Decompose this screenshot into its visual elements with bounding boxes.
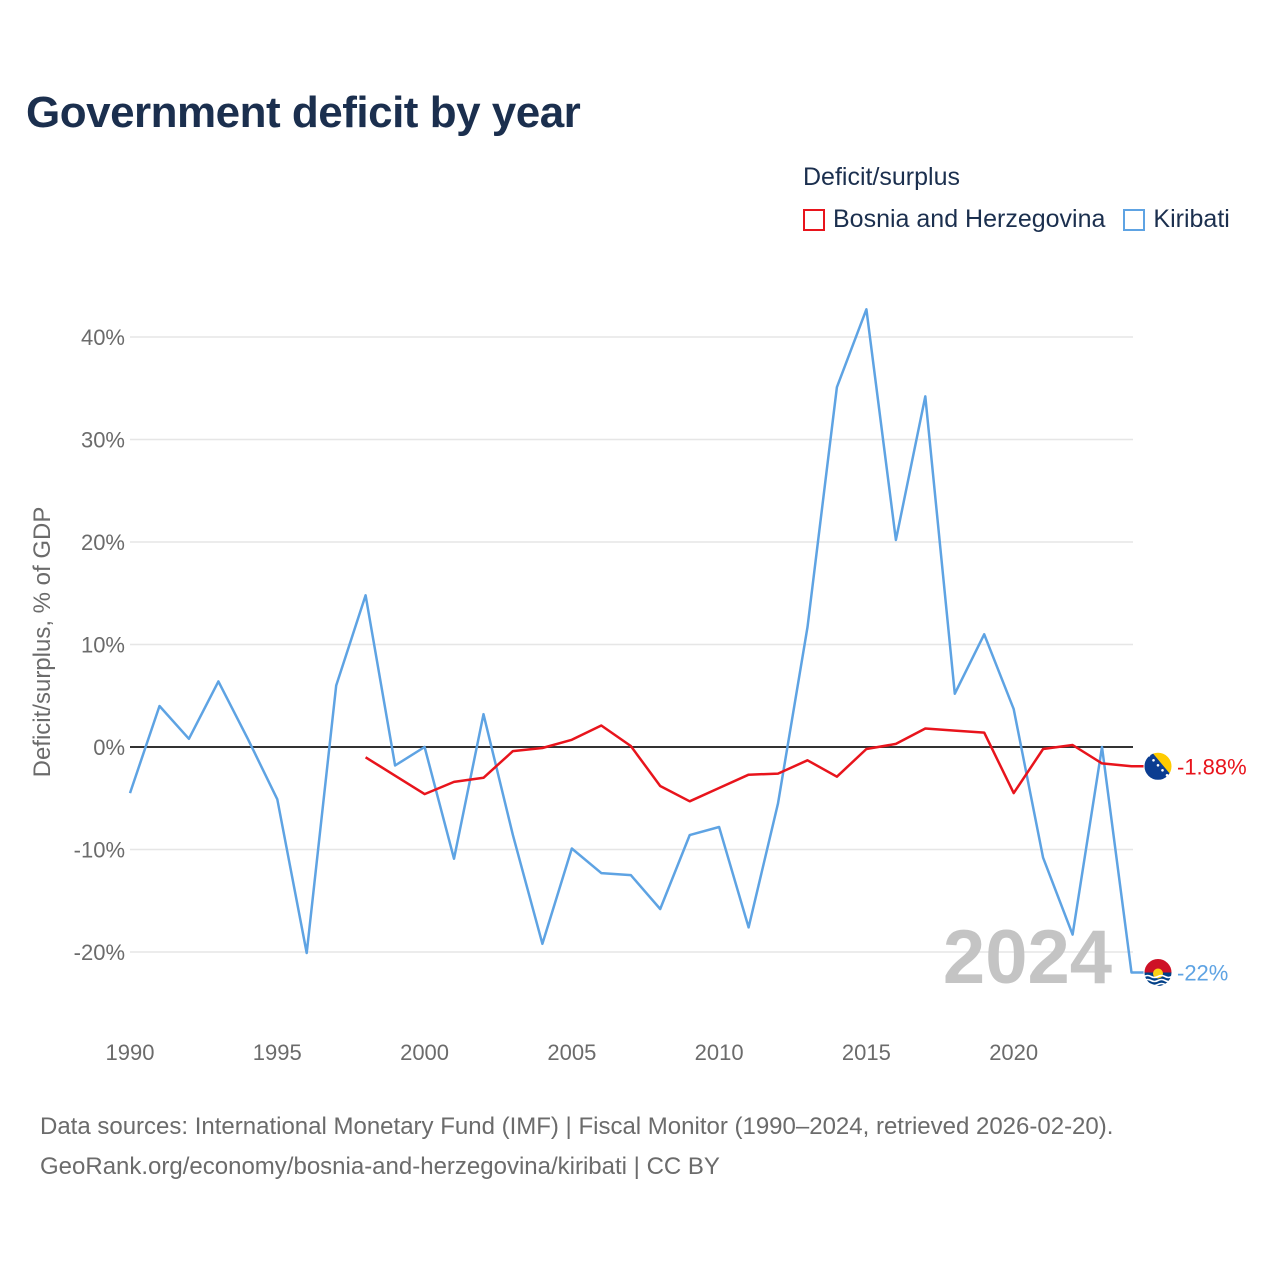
y-tick-label: -10% <box>74 838 125 863</box>
y-tick-label: 40% <box>81 325 125 350</box>
year-watermark: 2024 <box>943 915 1112 1000</box>
end-label-bosnia: -1.88% <box>1177 754 1247 779</box>
legend-title: Deficit/surplus <box>803 163 960 191</box>
chart-title: Government deficit by year <box>26 88 581 137</box>
legend: Bosnia and Herzegovina Kiribati <box>803 205 1248 234</box>
legend-label-bosnia: Bosnia and Herzegovina <box>833 205 1106 233</box>
legend-swatch-bosnia <box>803 208 825 231</box>
legend-swatch-kiribati <box>1123 208 1146 231</box>
y-tick-label: 0% <box>93 735 125 760</box>
x-tick-label: 2015 <box>842 1040 891 1065</box>
legend-label-kiribati: Kiribati <box>1153 205 1230 233</box>
y-axis-label: Deficit/surplus, % of GDP <box>29 507 56 778</box>
line-chart: 40% 30% 20% 10% 0% -10% -20% 1990 1995 2000 2005 2… <box>29 308 1247 1065</box>
bosnia-flag-icon <box>1143 751 1173 781</box>
legend-item-kiribati[interactable]: Kiribati <box>1123 205 1230 234</box>
end-label-kiribati: -22% <box>1177 961 1228 986</box>
x-tick-label: 1995 <box>253 1040 302 1065</box>
source-line-2[interactable]: GeoRank.org/economy/bosnia-and-herzegovi… <box>40 1153 720 1180</box>
y-tick-label: -20% <box>74 940 125 965</box>
x-tick-label: 2020 <box>989 1040 1038 1065</box>
series-line-kiribati <box>128 308 1145 974</box>
kiribati-flag-icon <box>1143 958 1173 987</box>
legend-item-bosnia[interactable]: Bosnia and Herzegovina <box>803 205 1105 234</box>
x-tick-label: 2005 <box>547 1040 596 1065</box>
x-tick-label: 1990 <box>106 1040 155 1065</box>
source-line-1: Data sources: International Monetary Fun… <box>40 1113 1114 1140</box>
y-tick-label: 30% <box>81 428 125 453</box>
y-tick-label: 10% <box>81 633 125 658</box>
x-tick-label: 2000 <box>400 1040 449 1065</box>
x-tick-label: 2010 <box>695 1040 744 1065</box>
series-line-bosnia <box>364 724 1145 803</box>
source-note: Data sources: International Monetary Fun… <box>40 1107 1113 1187</box>
y-tick-label: 20% <box>81 530 125 555</box>
